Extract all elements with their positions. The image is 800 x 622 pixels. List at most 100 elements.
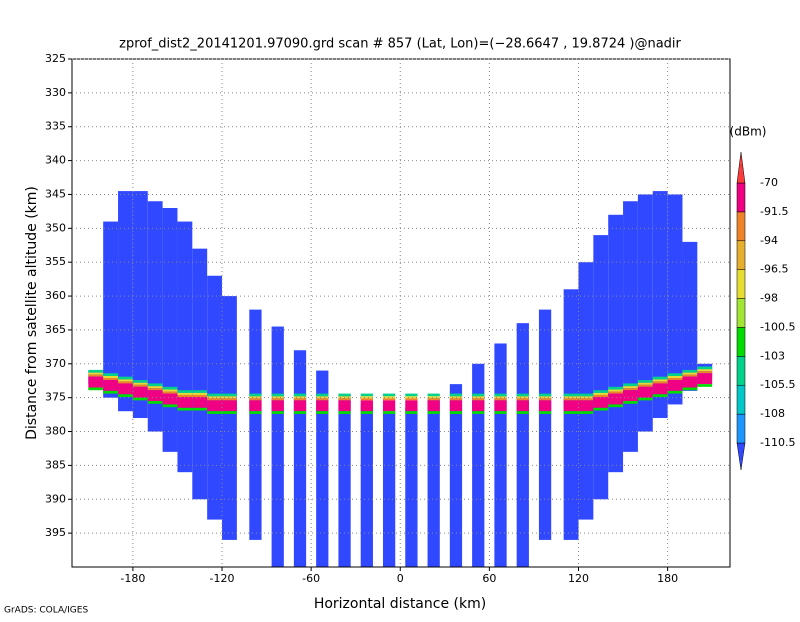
surface-echo	[249, 398, 262, 401]
surface-echo	[103, 378, 119, 381]
radar-column	[271, 326, 284, 567]
colorbar-label: -96.5	[760, 263, 788, 276]
surface-echo	[637, 384, 653, 387]
y-tick-label: 350	[45, 221, 66, 234]
surface-echo	[103, 375, 119, 379]
surface-echo	[293, 400, 307, 412]
surface-echo	[405, 411, 418, 414]
surface-echo	[360, 396, 373, 399]
surface-echo	[516, 400, 529, 412]
radar-column	[405, 407, 418, 567]
surface-echo	[132, 397, 148, 401]
surface-echo	[608, 393, 624, 405]
surface-echo	[472, 398, 485, 401]
surface-echo	[177, 394, 193, 397]
x-tick-label: 0	[397, 572, 404, 585]
surface-echo	[697, 373, 713, 385]
y-tick-label: 335	[45, 120, 66, 133]
surface-echo	[538, 411, 552, 414]
radar-column	[147, 201, 163, 432]
radar-column	[192, 248, 208, 500]
surface-echo	[623, 401, 638, 404]
colorbar-label: -105.5	[760, 378, 795, 391]
surface-echo	[249, 400, 262, 412]
surface-echo	[427, 400, 440, 412]
radar-column	[637, 194, 653, 432]
surface-echo	[118, 381, 133, 384]
surface-echo	[593, 392, 609, 395]
surface-echo	[316, 400, 329, 412]
radar-column	[682, 241, 698, 391]
surface-echo	[682, 387, 698, 391]
surface-echo	[316, 398, 329, 401]
surface-echo	[637, 397, 653, 401]
colorbar-swatch	[736, 240, 746, 270]
surface-echo	[147, 386, 163, 389]
y-tick-label: 330	[45, 86, 66, 99]
colorbar-swatch	[736, 211, 746, 242]
radar-column	[652, 191, 668, 418]
surface-echo	[192, 396, 208, 408]
surface-echo	[472, 400, 485, 412]
surface-echo	[249, 411, 262, 414]
colorbar-label: -100.5	[760, 320, 795, 333]
surface-echo	[132, 384, 148, 387]
y-tick-label: 395	[45, 526, 66, 539]
radar-column	[338, 394, 351, 567]
surface-echo	[682, 372, 698, 375]
surface-echo	[162, 389, 178, 392]
surface-echo	[578, 400, 594, 412]
surface-echo	[222, 411, 237, 414]
surface-echo	[222, 393, 237, 397]
colorbar-arrow	[736, 151, 746, 184]
surface-echo	[249, 393, 262, 397]
surface-echo	[192, 407, 208, 411]
colorbar-label: -94	[760, 234, 778, 247]
surface-echo	[338, 411, 351, 414]
surface-echo	[449, 398, 463, 401]
surface-echo	[494, 411, 507, 414]
surface-echo	[405, 393, 418, 397]
surface-echo	[88, 374, 104, 377]
surface-echo	[271, 393, 284, 397]
surface-echo	[563, 398, 579, 401]
y-tick-label: 370	[45, 357, 66, 370]
plot-area	[88, 191, 713, 567]
surface-echo	[207, 398, 223, 401]
surface-echo	[271, 396, 284, 399]
surface-echo	[177, 407, 193, 411]
surface-echo	[162, 393, 178, 405]
colorbar-title: (dBm)	[730, 125, 767, 139]
surface-echo	[516, 411, 529, 414]
surface-echo	[177, 390, 193, 393]
radar-column	[132, 191, 148, 418]
surface-echo	[593, 407, 609, 411]
surface-echo	[207, 400, 223, 412]
surface-echo	[162, 391, 178, 394]
surface-echo	[118, 394, 133, 397]
surface-echo	[578, 393, 594, 397]
surface-echo	[593, 396, 609, 408]
surface-echo	[382, 398, 396, 401]
surface-echo	[637, 380, 653, 383]
surface-echo	[316, 393, 329, 397]
surface-echo	[682, 369, 698, 373]
y-tick-label: 380	[45, 425, 66, 438]
surface-echo	[222, 398, 237, 401]
colorbar-swatch	[736, 384, 746, 415]
colorbar-swatch	[736, 269, 746, 299]
surface-echo	[192, 390, 208, 393]
surface-echo	[427, 411, 440, 414]
surface-echo	[608, 389, 624, 392]
surface-echo	[132, 380, 148, 383]
surface-echo	[449, 393, 463, 397]
surface-echo	[538, 398, 552, 401]
x-tick-label: -120	[210, 572, 235, 585]
colorbar-label: -110.5	[760, 436, 795, 449]
surface-echo	[293, 393, 307, 397]
surface-echo	[405, 398, 418, 401]
surface-echo	[538, 396, 552, 399]
x-tick-label: -60	[302, 572, 320, 585]
radar-column	[472, 363, 485, 567]
